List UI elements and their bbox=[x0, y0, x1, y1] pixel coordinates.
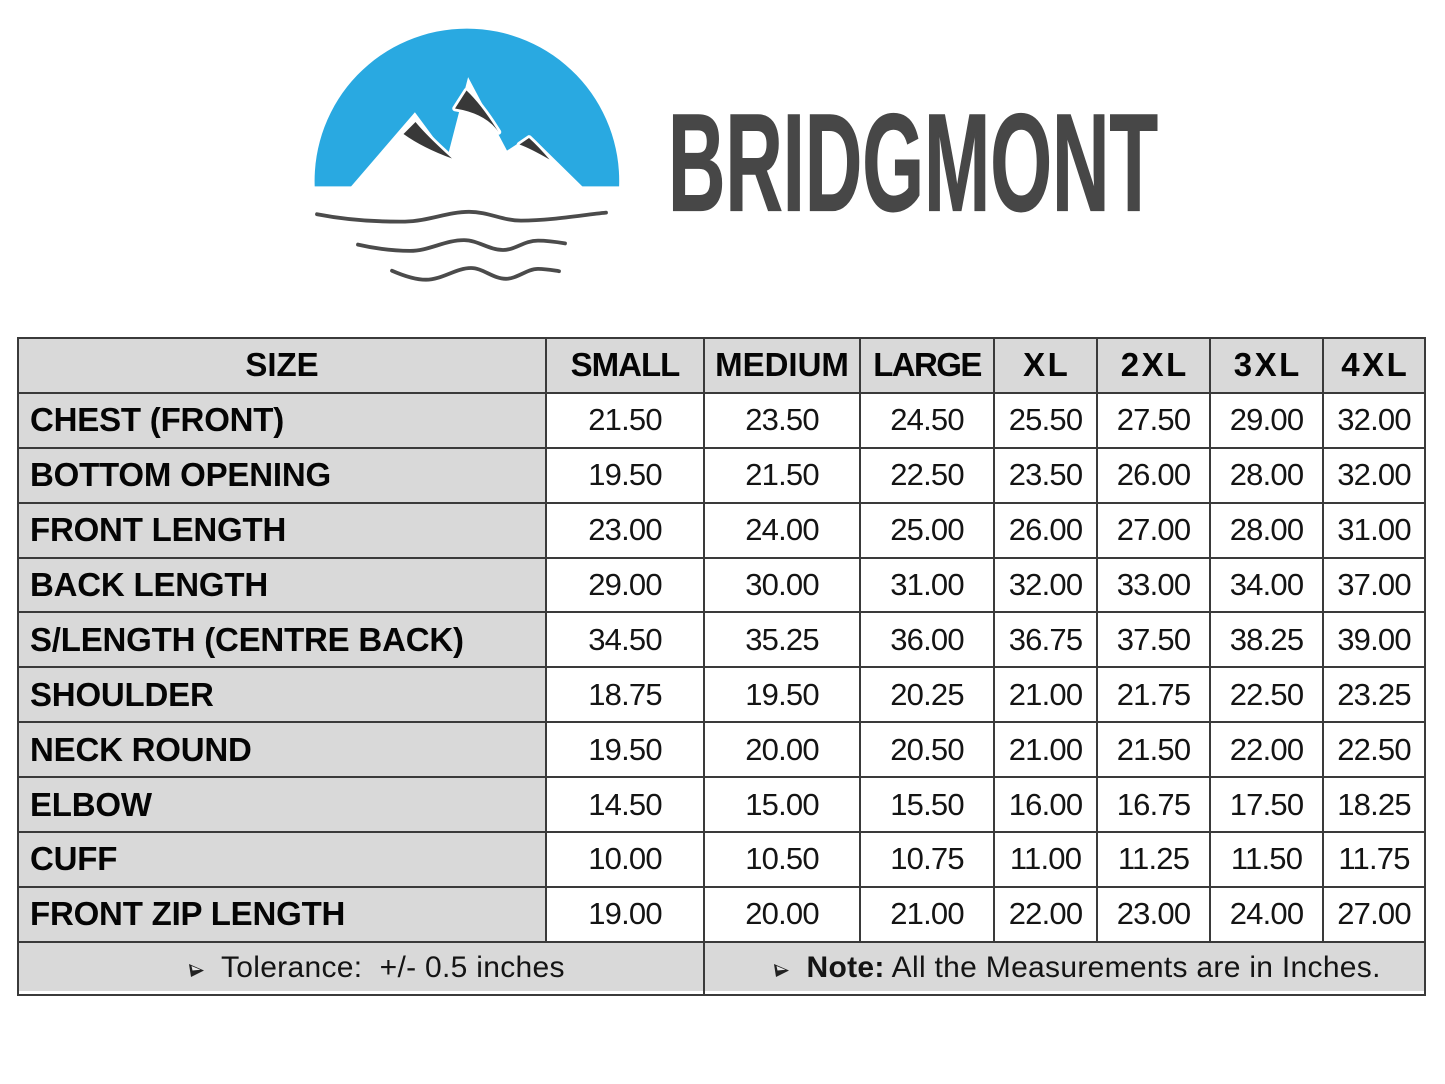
svg-text:BRIDGMONT: BRIDGMONT bbox=[668, 86, 1158, 241]
